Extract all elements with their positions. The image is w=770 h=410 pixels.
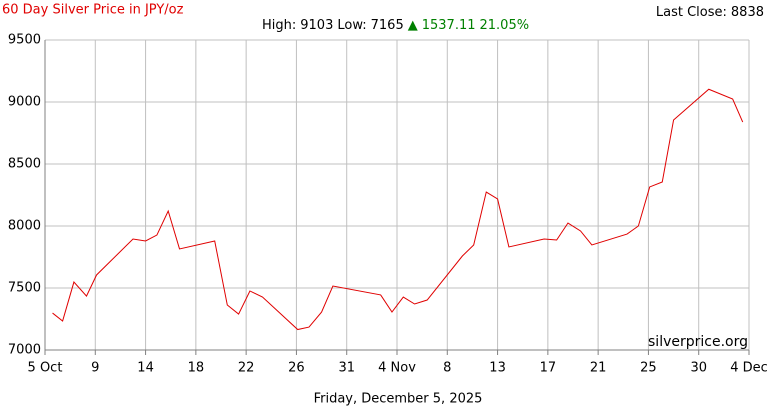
x-tick-label: 22 xyxy=(238,361,255,376)
high-label: High: xyxy=(262,18,296,33)
grid xyxy=(44,39,750,351)
change-percent: 21.05% xyxy=(480,18,530,33)
x-tick-label: 9 xyxy=(91,361,99,376)
x-tick-label: 21 xyxy=(590,361,607,376)
y-tick-label: 7000 xyxy=(8,343,41,358)
y-tick-label: 8000 xyxy=(8,219,41,234)
last-close-label: Last Close: xyxy=(656,5,727,20)
x-tick-label: 26 xyxy=(288,361,305,376)
price-stats: High: 9103 Low: 7165 ▲ 1537.11 21.05% xyxy=(262,18,529,33)
change-arrow: ▲ xyxy=(408,18,418,33)
x-tick-label: 13 xyxy=(489,361,506,376)
last-close-value: 8838 xyxy=(731,5,764,20)
x-tick-label: 5 Oct xyxy=(28,361,63,376)
x-tick-label: 4 Nov xyxy=(378,361,416,376)
y-tick-label: 9000 xyxy=(8,95,41,110)
date-caption: Friday, December 5, 2025 xyxy=(314,392,483,407)
x-tick-label: 4 Dec xyxy=(730,361,768,376)
x-tick-label: 31 xyxy=(338,361,355,376)
y-tick-label: 9500 xyxy=(8,33,41,48)
price-line xyxy=(52,88,744,331)
chart-title: 60 Day Silver Price in JPY/oz xyxy=(2,3,184,18)
high-value: 9103 xyxy=(300,18,333,33)
low-value: 7165 xyxy=(371,18,404,33)
x-tick-label: 17 xyxy=(540,361,557,376)
x-tick-label: 30 xyxy=(690,361,707,376)
x-tick-label: 14 xyxy=(137,361,154,376)
x-tick-label: 25 xyxy=(640,361,657,376)
change-value: 1537.11 xyxy=(422,18,476,33)
low-label: Low: xyxy=(337,18,366,33)
x-tick-label: 18 xyxy=(188,361,205,376)
y-tick-label: 8500 xyxy=(8,157,41,172)
x-tick-label: 8 xyxy=(443,361,451,376)
watermark: silverprice.org xyxy=(648,334,748,350)
y-tick-label: 7500 xyxy=(8,281,41,296)
last-close: Last Close: 8838 xyxy=(656,5,764,20)
